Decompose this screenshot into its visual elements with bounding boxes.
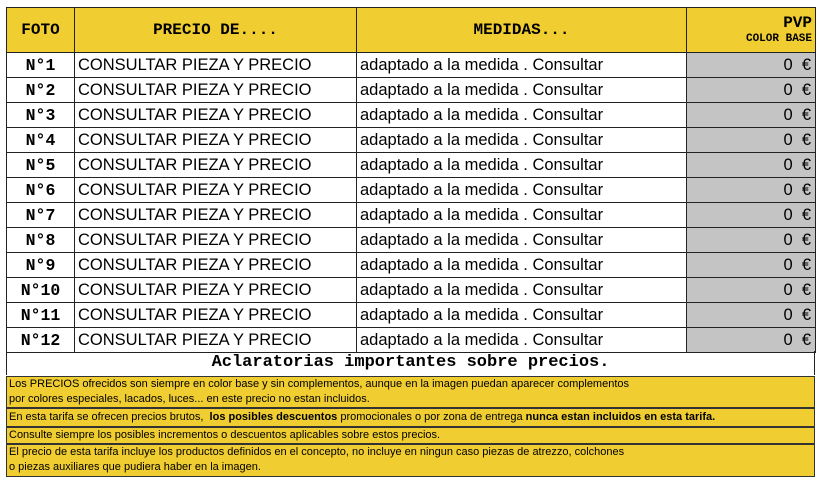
note-1: Los PRECIOS ofrecidos son siempre en col… bbox=[6, 376, 815, 408]
cell-foto: N°10 bbox=[6, 277, 75, 303]
cell-medidas: adaptado a la medida . Consultar bbox=[356, 252, 687, 278]
cell-pvp: 0 € bbox=[686, 277, 816, 303]
cell-precio: CONSULTAR PIEZA Y PRECIO bbox=[74, 102, 357, 128]
cell-foto: N°4 bbox=[6, 127, 75, 153]
table-row: N°4 CONSULTAR PIEZA Y PRECIO adaptado a la… bbox=[6, 127, 816, 153]
cell-medidas: adaptado a la medida . Consultar bbox=[356, 327, 687, 353]
table-row: N°2 CONSULTAR PIEZA Y PRECIO adaptado a la… bbox=[6, 77, 816, 103]
cell-precio: CONSULTAR PIEZA Y PRECIO bbox=[74, 302, 357, 328]
cell-pvp: 0 € bbox=[686, 227, 816, 253]
cell-precio: CONSULTAR PIEZA Y PRECIO bbox=[74, 327, 357, 353]
cell-pvp: 0 € bbox=[686, 327, 816, 353]
cell-foto: N°3 bbox=[6, 102, 75, 128]
cell-precio: CONSULTAR PIEZA Y PRECIO bbox=[74, 252, 357, 278]
table-row: N°5 CONSULTAR PIEZA Y PRECIO adaptado a la… bbox=[6, 152, 816, 178]
cell-medidas: adaptado a la medida . Consultar bbox=[356, 52, 687, 78]
table-row: N°8 CONSULTAR PIEZA Y PRECIO adaptado a la… bbox=[6, 227, 816, 253]
cell-foto: N°11 bbox=[6, 302, 75, 328]
header-pvp-sub: COLOR BASE bbox=[745, 32, 812, 45]
cell-medidas: adaptado a la medida . Consultar bbox=[356, 77, 687, 103]
cell-foto: N°12 bbox=[6, 327, 75, 353]
note-2: En esta tarifa se ofrecen precios brutos… bbox=[6, 408, 815, 427]
cell-precio: CONSULTAR PIEZA Y PRECIO bbox=[74, 277, 357, 303]
cell-pvp: 0 € bbox=[686, 252, 816, 278]
note-2-a: En esta tarifa se ofrecen precios brutos… bbox=[9, 411, 210, 423]
table-row: N°12 CONSULTAR PIEZA Y PRECIO adaptado a l… bbox=[6, 327, 816, 353]
table-row: N°1 CONSULTAR PIEZA Y PRECIO adaptado a la… bbox=[6, 52, 816, 78]
cell-precio: CONSULTAR PIEZA Y PRECIO bbox=[74, 227, 357, 253]
table-row: N°10 CONSULTAR PIEZA Y PRECIO adaptado a l… bbox=[6, 277, 816, 303]
table-row: N°9 CONSULTAR PIEZA Y PRECIO adaptado a la… bbox=[6, 252, 816, 278]
table-header: FOTO PRECIO DE.... MEDIDAS... PVP COLOR B… bbox=[6, 7, 816, 53]
cell-medidas: adaptado a la medida . Consultar bbox=[356, 102, 687, 128]
note-4-line-1: El precio de esta tarifa incluye los pro… bbox=[9, 446, 625, 458]
cell-pvp: 0 € bbox=[686, 202, 816, 228]
header-foto: FOTO bbox=[6, 7, 75, 53]
cell-foto: N°8 bbox=[6, 227, 75, 253]
price-table: FOTO PRECIO DE.... MEDIDAS... PVP COLOR B… bbox=[6, 7, 816, 353]
header-pvp-label: PVP bbox=[783, 14, 812, 33]
note-4-line-2: o piezas auxiliares que pudiera haber en… bbox=[9, 461, 261, 473]
cell-pvp: 0 € bbox=[686, 52, 816, 78]
cell-pvp: 0 € bbox=[686, 77, 816, 103]
header-pvp: PVP COLOR BASE bbox=[686, 7, 816, 53]
cell-foto: N°6 bbox=[6, 177, 75, 203]
cell-pvp: 0 € bbox=[686, 102, 816, 128]
cell-precio: CONSULTAR PIEZA Y PRECIO bbox=[74, 52, 357, 78]
cell-foto: N°2 bbox=[6, 77, 75, 103]
note-4: El precio de esta tarifa incluye los pro… bbox=[6, 444, 815, 477]
cell-foto: N°7 bbox=[6, 202, 75, 228]
header-precio: PRECIO DE.... bbox=[74, 7, 357, 53]
cell-foto: N°5 bbox=[6, 152, 75, 178]
header-medidas: MEDIDAS... bbox=[356, 7, 687, 53]
cell-precio: CONSULTAR PIEZA Y PRECIO bbox=[74, 177, 357, 203]
cell-medidas: adaptado a la medida . Consultar bbox=[356, 177, 687, 203]
cell-foto: N°9 bbox=[6, 252, 75, 278]
cell-precio: CONSULTAR PIEZA Y PRECIO bbox=[74, 202, 357, 228]
note-1-line-2: por colores especiales, lacados, luces..… bbox=[9, 393, 370, 405]
table-row: N°3 CONSULTAR PIEZA Y PRECIO adaptado a la… bbox=[6, 102, 816, 128]
note-2-bold-1: los posibles descuentos bbox=[209, 411, 338, 423]
note-2-c: promocionales o por zona de entrega bbox=[337, 411, 526, 423]
note-2-bold-2: nunca estan incluidos en esta tarifa. bbox=[525, 411, 716, 423]
cell-pvp: 0 € bbox=[686, 152, 816, 178]
table-row: N°6 CONSULTAR PIEZA Y PRECIO adaptado a la… bbox=[6, 177, 816, 203]
cell-pvp: 0 € bbox=[686, 127, 816, 153]
cell-medidas: adaptado a la medida . Consultar bbox=[356, 152, 687, 178]
cell-medidas: adaptado a la medida . Consultar bbox=[356, 127, 687, 153]
note-3: Consulte siempre los posibles incremento… bbox=[6, 427, 815, 444]
table-row: N°11 CONSULTAR PIEZA Y PRECIO adaptado a l… bbox=[6, 302, 816, 328]
cell-precio: CONSULTAR PIEZA Y PRECIO bbox=[74, 127, 357, 153]
cell-pvp: 0 € bbox=[686, 302, 816, 328]
cell-precio: CONSULTAR PIEZA Y PRECIO bbox=[74, 77, 357, 103]
cell-precio: CONSULTAR PIEZA Y PRECIO bbox=[74, 152, 357, 178]
cell-medidas: adaptado a la medida . Consultar bbox=[356, 227, 687, 253]
cell-medidas: adaptado a la medida . Consultar bbox=[356, 202, 687, 228]
table-row: N°7 CONSULTAR PIEZA Y PRECIO adaptado a la… bbox=[6, 202, 816, 228]
note-1-line-1: Los PRECIOS ofrecidos son siempre en col… bbox=[9, 378, 630, 390]
cell-foto: N°1 bbox=[6, 52, 75, 78]
cell-pvp: 0 € bbox=[686, 177, 816, 203]
cell-medidas: adaptado a la medida . Consultar bbox=[356, 302, 687, 328]
notes-title: Aclaratorias importantes sobre precios. bbox=[6, 351, 815, 375]
cell-medidas: adaptado a la medida . Consultar bbox=[356, 277, 687, 303]
